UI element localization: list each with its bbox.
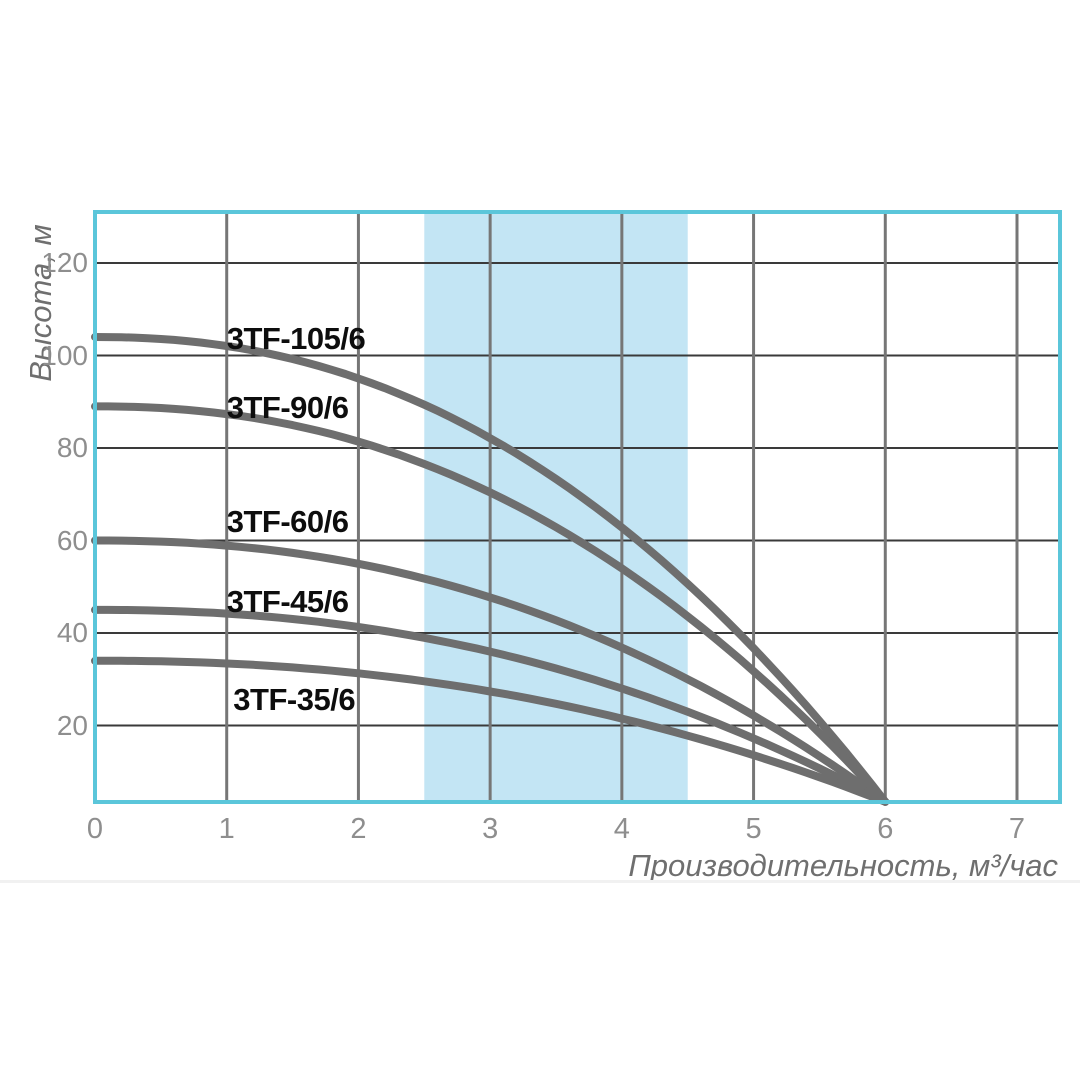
y-tick-label-60: 60 — [56, 524, 88, 556]
x-tick-label-0: 0 — [86, 813, 104, 845]
x-tick-label-1: 1 — [218, 813, 235, 845]
y-tick-label-120: 120 — [41, 247, 88, 278]
series-label-3TF-45-6: 3TF-45/6 — [226, 584, 349, 620]
image-bottom-edge — [0, 880, 1080, 883]
x-tick-label-3: 3 — [482, 813, 499, 845]
x-tick-label-7: 7 — [1008, 813, 1026, 845]
plot-border — [93, 210, 1062, 804]
pump-curve-3TF-35-6 — [91, 656, 890, 806]
series-label-3TF-90-6: 3TF-90/6 — [226, 390, 349, 426]
y-tick-label-20: 20 — [56, 709, 88, 741]
recommended-range-band — [424, 212, 688, 802]
y-tick-label-40: 40 — [56, 617, 88, 648]
pump-curve-3TF-45-6 — [91, 605, 890, 806]
x-tick-label-6: 6 — [877, 813, 894, 845]
x-tick-label-2: 2 — [350, 813, 367, 845]
x-tick-label-5: 5 — [745, 813, 762, 845]
series-label-3TF-60-6: 3TF-60/6 — [226, 503, 349, 539]
series-label-3TF-105-6: 3TF-105/6 — [226, 320, 366, 356]
y-axis-title: Высота, м — [23, 224, 58, 382]
pump-curve-3TF-90-6 — [91, 402, 890, 806]
y-tick-label-100: 100 — [41, 339, 88, 371]
x-axis-title: Производительность, м³/час — [628, 848, 1058, 883]
y-tick-label-80: 80 — [56, 432, 88, 463]
pump-curve-3TF-105-6 — [91, 333, 890, 806]
series-label-3TF-35-6: 3TF-35/6 — [233, 681, 356, 717]
x-tick-label-4: 4 — [613, 813, 630, 845]
pump-curve-3TF-60-6 — [91, 536, 890, 806]
